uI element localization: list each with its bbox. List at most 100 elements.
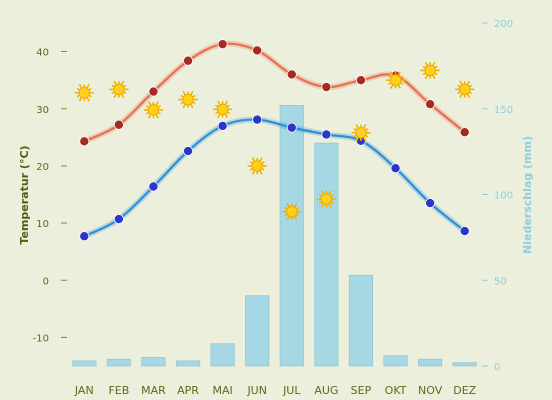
sun-ray <box>284 213 288 217</box>
sun-ray <box>192 101 196 105</box>
sun-ray <box>226 111 230 114</box>
sun-ray <box>330 201 334 204</box>
sun-ray <box>157 111 161 115</box>
sun-ray <box>180 95 185 98</box>
sun-ray <box>388 75 392 79</box>
precipitation-bar <box>383 355 408 367</box>
left-ticks: -10 0 10 20 30 40 <box>33 48 67 344</box>
sun-ray <box>353 128 357 131</box>
sun-ray <box>86 96 90 102</box>
precipitation-bar <box>348 274 374 367</box>
sun-ray <box>388 82 392 85</box>
sun-ray <box>422 72 427 75</box>
sun-ray <box>76 94 81 98</box>
temperature-line-glow <box>81 40 468 145</box>
sun-core <box>424 64 436 77</box>
x-tick-label: JUL <box>282 384 301 397</box>
sun-ray <box>113 80 117 86</box>
temperature-point <box>459 127 470 138</box>
sun-icon <box>385 71 406 89</box>
temperature-point <box>286 122 297 133</box>
sun-ray <box>148 101 152 106</box>
x-tick-label: JUN <box>246 384 267 397</box>
left-tick-label: 30 <box>36 105 49 116</box>
sun-ray <box>328 203 332 208</box>
right-axis-title: Niederschlag (mm) <box>521 136 534 254</box>
sun-ray <box>286 203 290 208</box>
sun-ray <box>424 61 429 67</box>
temperature-point <box>217 39 228 50</box>
sun-core <box>113 83 125 96</box>
sun-ray <box>466 80 471 86</box>
sun-ray <box>146 105 150 108</box>
temperature-point <box>252 114 263 125</box>
sun-ray <box>78 96 83 102</box>
temperature-point <box>459 226 470 237</box>
x-tick-label: DEZ <box>453 384 476 397</box>
temperature-point <box>321 82 332 93</box>
sun-core <box>216 103 229 116</box>
sun-ray <box>466 93 471 98</box>
temperature-point <box>286 69 297 80</box>
temperature-point <box>390 163 401 174</box>
sun-ray <box>249 161 254 164</box>
sun-ray <box>397 71 401 77</box>
sun-ray <box>261 161 265 164</box>
sun-ray <box>155 113 159 119</box>
sun-ray <box>261 167 265 171</box>
sun-core <box>78 87 90 99</box>
x-tick-label: NOV <box>418 384 443 397</box>
sun-ray <box>86 84 90 89</box>
precipitation-bar <box>141 357 166 367</box>
sun-ray <box>111 84 115 88</box>
sun-ray <box>88 88 92 91</box>
sun-ray <box>148 113 152 119</box>
sun-ray <box>224 100 228 106</box>
sun-ray <box>295 207 300 210</box>
sun-ray <box>355 136 360 142</box>
right-tick-label: 200 <box>494 19 513 30</box>
temperature-point <box>79 136 90 147</box>
sun-ray <box>251 169 256 175</box>
sun-icon <box>454 80 475 98</box>
sun-ray <box>355 124 360 129</box>
sun-ray <box>182 103 187 109</box>
precipitation-bar <box>175 360 201 367</box>
x-tick-label: JAN <box>74 384 94 397</box>
sun-ray <box>286 215 290 221</box>
sun-icon <box>178 91 198 109</box>
left-tick-label: 0 <box>43 276 49 287</box>
sun-ray <box>364 128 369 131</box>
precipitation-bar <box>72 360 97 367</box>
temperature-point <box>217 120 228 131</box>
sun-ray <box>189 91 194 96</box>
sun-icon <box>316 190 337 208</box>
sun-ray <box>295 213 300 217</box>
temperature-point <box>321 129 332 140</box>
x-tick-label: FEB <box>108 384 129 397</box>
right-tick-label: 100 <box>494 191 513 202</box>
temperature-point <box>113 214 124 225</box>
sun-ray <box>362 136 367 142</box>
sun-ray <box>293 215 298 221</box>
sun-core <box>182 93 194 106</box>
sun-ray <box>259 157 263 162</box>
sun-ray <box>432 61 436 67</box>
sun-ray <box>390 84 394 89</box>
sun-core <box>459 83 471 96</box>
x-tick-label: APR <box>177 384 199 397</box>
sun-icon <box>420 61 440 80</box>
sun-ray <box>249 167 254 171</box>
sun-ray <box>78 84 83 89</box>
sun-ray <box>328 190 332 196</box>
temperature-point <box>79 231 90 242</box>
sun-ray <box>226 104 230 108</box>
sun-icon <box>74 84 95 102</box>
sun-core <box>286 205 298 218</box>
sun-ray <box>284 207 288 210</box>
precipitation-bar <box>314 142 339 367</box>
sun-ray <box>468 91 473 94</box>
sun-ray <box>424 74 429 80</box>
x-tick-label: SEP <box>351 384 372 397</box>
